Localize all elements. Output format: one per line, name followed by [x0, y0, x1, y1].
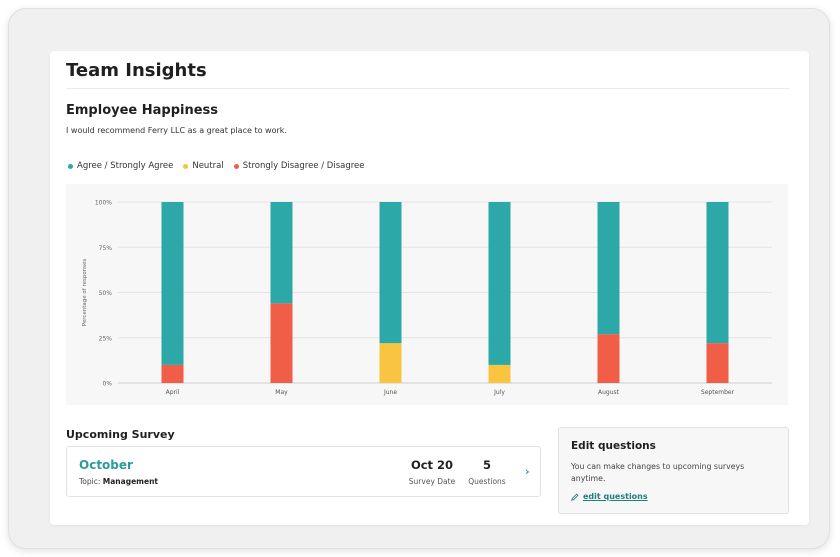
bar-segment [161, 364, 184, 383]
legend-label-neutral: Neutral [192, 161, 224, 171]
legend-dot-neutral [183, 163, 189, 169]
chevron-right-icon[interactable]: › [525, 465, 530, 478]
bar-segment [379, 202, 402, 344]
x-tick-label: August [598, 389, 620, 396]
y-tick-label: 0% [102, 381, 112, 388]
bar-segment [706, 343, 729, 383]
chart-svg: 0% 25% 50% 75% 100% Percentage of responses Ap… [82, 200, 772, 396]
section-description: I would recommend Ferry LLC as a great p… [66, 126, 287, 135]
pencil-icon [571, 492, 579, 501]
legend-dot-agree [68, 163, 73, 169]
x-tick-label: July [493, 389, 505, 396]
bar-segment [379, 343, 402, 383]
page-title: Team Insights [66, 60, 207, 81]
y-tick-label: 100% [95, 200, 112, 207]
edit-questions-description: You can make changes to upcoming surveys… [571, 462, 745, 483]
upcoming-survey-card[interactable]: October Topic: Management Oct 20 Survey … [66, 446, 541, 497]
section-title: Employee Happiness [66, 103, 219, 118]
title-divider [66, 88, 790, 89]
edit-questions-card: Edit questions You can make changes to u… [558, 427, 789, 514]
survey-topic-label: Topic: [79, 477, 101, 486]
x-tick-label: June [383, 389, 397, 396]
y-tick-label: 75% [99, 245, 113, 252]
survey-topic-value: Management [102, 477, 158, 486]
x-tick-label: May [275, 389, 288, 396]
legend-dot-disagree [233, 163, 239, 169]
bar-segment [270, 303, 293, 383]
insights-card: Team Insights Employee Happiness I would… [50, 51, 809, 525]
bar-segment [706, 202, 729, 344]
edit-questions-link-label: edit questions [583, 492, 648, 501]
survey-questions-label: Questions [468, 477, 506, 486]
x-tick-label: September [701, 389, 735, 396]
survey-questions-value: 5 [482, 458, 491, 472]
app-frame: Team Insights Employee Happiness I would… [8, 8, 830, 549]
legend-item-neutral: Neutral [183, 161, 224, 171]
upcoming-survey-title: Upcoming Survey [66, 428, 175, 441]
survey-month: October [79, 458, 133, 472]
legend-label-agree: Agree / Strongly Agree [77, 161, 174, 171]
bar-segment [161, 202, 184, 365]
x-tick-label: April [166, 389, 180, 396]
survey-date-value: Oct 20 [410, 458, 454, 472]
survey-topic: Topic: Management [79, 477, 158, 486]
bar-segment [270, 202, 293, 304]
bar-segment [488, 364, 511, 383]
chart-legend: Agree / Strongly Agree Neutral Strongly … [68, 161, 365, 171]
edit-questions-title: Edit questions [571, 440, 656, 452]
bar-segment [597, 334, 620, 383]
happiness-chart: 0% 25% 50% 75% 100% Percentage of responses Ap… [66, 184, 788, 405]
y-tick-label: 25% [99, 335, 113, 342]
survey-date-label: Survey Date [408, 477, 456, 486]
bar-segment [488, 202, 511, 365]
legend-item-disagree: Strongly Disagree / Disagree [233, 161, 365, 171]
legend-item-agree: Agree / Strongly Agree [68, 161, 173, 171]
y-axis-label: Percentage of responses [82, 259, 88, 327]
y-tick-label: 50% [99, 290, 113, 297]
legend-label-disagree: Strongly Disagree / Disagree [242, 161, 365, 171]
bar-segment [597, 202, 620, 335]
edit-questions-link[interactable]: edit questions [571, 492, 648, 501]
